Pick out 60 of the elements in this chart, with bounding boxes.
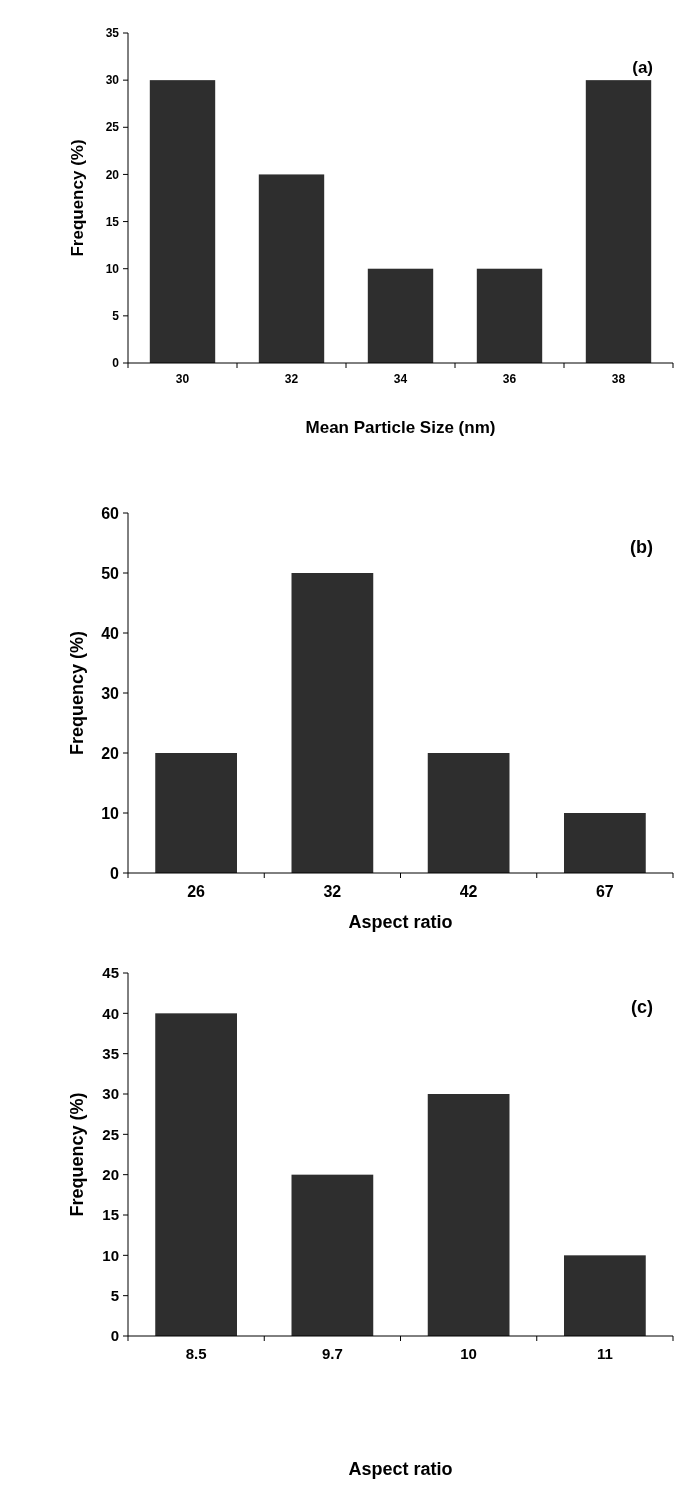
y-tick-label: 30	[105, 73, 120, 88]
y-tick-label: 45	[102, 964, 119, 982]
x-tick-label: 38	[611, 372, 626, 386]
x-tick-label: 26	[187, 883, 206, 900]
x-tick-label: 32	[284, 372, 299, 386]
bar	[564, 1255, 646, 1336]
y-tick-label: 5	[112, 309, 120, 324]
y-tick-label: 25	[105, 120, 120, 135]
y-tick-label: 15	[105, 214, 120, 229]
y-tick-label: 10	[105, 261, 120, 276]
y-tick-label: 10	[101, 804, 120, 822]
annotation: (b)	[630, 537, 653, 557]
y-tick-label: 5	[110, 1286, 119, 1304]
y-tick-label: 25	[102, 1125, 119, 1143]
bar	[427, 1094, 510, 1336]
y-axis-title: Frequency (%)	[68, 139, 87, 257]
y-tick-label: 30	[102, 1085, 119, 1103]
y-tick-label: 0	[110, 864, 120, 882]
y-tick-label: 15	[102, 1206, 119, 1224]
annotation: (a)	[632, 58, 653, 77]
x-tick-label: 32	[323, 883, 342, 900]
bar	[585, 80, 652, 363]
y-tick-label: 30	[101, 684, 120, 702]
bar	[564, 813, 646, 873]
y-tick-label: 10	[102, 1246, 119, 1264]
annotation: (c)	[631, 997, 653, 1017]
x-tick-label: 10	[460, 1345, 477, 1362]
y-axis-title: Frequency (%)	[67, 630, 87, 756]
bar	[155, 1013, 237, 1336]
x-tick-label: 11	[596, 1345, 613, 1362]
bar	[149, 80, 216, 363]
bar	[427, 753, 510, 873]
x-tick-label: 67	[595, 883, 614, 900]
y-tick-label: 20	[105, 167, 120, 182]
y-tick-label: 40	[101, 624, 120, 642]
y-tick-label: 60	[101, 504, 120, 522]
y-tick-label: 0	[112, 356, 120, 371]
y-tick-label: 20	[101, 744, 120, 762]
bar	[291, 1174, 374, 1336]
y-tick-label: 50	[101, 564, 120, 582]
x-tick-label: 30	[175, 372, 190, 386]
bar	[291, 573, 374, 873]
y-tick-label: 40	[102, 1004, 119, 1022]
x-tick-label: 8.5	[185, 1345, 207, 1362]
x-axis-title: Aspect ratio	[348, 912, 453, 932]
x-tick-label: 9.7	[321, 1345, 343, 1362]
x-tick-label: 34	[393, 372, 408, 386]
x-axis-title: Aspect ratio	[348, 1459, 453, 1479]
bar	[258, 174, 325, 363]
x-tick-label: 42	[459, 883, 478, 900]
bar	[476, 268, 543, 363]
x-tick-label: 36	[502, 372, 517, 386]
y-axis-title: Frequency (%)	[67, 1092, 87, 1217]
bar	[367, 268, 434, 363]
x-axis-title: Mean Particle Size (nm)	[305, 418, 496, 437]
y-tick-label: 35	[102, 1044, 119, 1062]
bar	[155, 753, 237, 873]
y-tick-label: 0	[110, 1327, 119, 1345]
y-tick-label: 20	[102, 1165, 119, 1183]
y-tick-label: 35	[105, 26, 120, 41]
